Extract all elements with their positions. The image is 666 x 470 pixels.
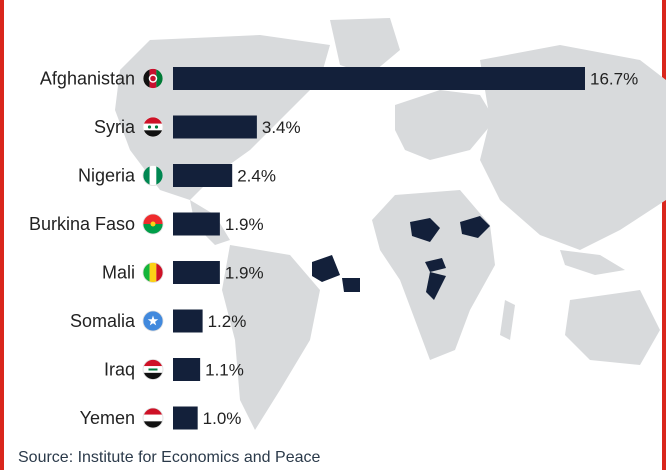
value-label: 16.7% bbox=[590, 70, 638, 89]
value-label: 1.9% bbox=[225, 215, 264, 234]
value-label: 1.2% bbox=[208, 312, 247, 331]
country-label: Mali bbox=[102, 263, 135, 283]
afghanistan-flag-icon bbox=[142, 68, 164, 89]
bar bbox=[173, 212, 220, 236]
bar bbox=[173, 406, 198, 430]
country-label: Somalia bbox=[70, 311, 136, 331]
nigeria-flag-icon bbox=[142, 165, 164, 186]
right-red-border bbox=[662, 0, 666, 470]
value-label: 1.0% bbox=[203, 409, 242, 428]
value-label: 3.4% bbox=[262, 118, 301, 137]
left-red-border bbox=[0, 0, 4, 470]
source-note: Source: Institute for Economics and Peac… bbox=[18, 449, 321, 466]
value-label: 1.9% bbox=[225, 264, 264, 283]
iraq-flag-icon bbox=[142, 359, 164, 380]
country-label: Nigeria bbox=[78, 166, 136, 186]
bar bbox=[173, 115, 257, 139]
country-label: Yemen bbox=[80, 408, 135, 428]
burkina-faso-flag-icon bbox=[142, 213, 164, 235]
bar bbox=[173, 358, 201, 381]
bar bbox=[173, 164, 233, 187]
country-label: Iraq bbox=[104, 360, 135, 380]
country-label: Afghanistan bbox=[40, 69, 135, 89]
country-label: Syria bbox=[94, 117, 136, 137]
bar bbox=[173, 261, 220, 284]
bar bbox=[173, 309, 203, 333]
value-label: 1.1% bbox=[205, 361, 244, 380]
bar bbox=[173, 67, 585, 90]
bar-chart: Afghanistan 16.7% Syria 3.4% Nigeria 2.4% Burk… bbox=[29, 67, 638, 430]
yemen-flag-icon bbox=[142, 407, 164, 429]
syria-flag-icon bbox=[142, 116, 164, 138]
somalia-flag-icon bbox=[142, 310, 164, 332]
mali-flag-icon bbox=[142, 262, 164, 283]
country-label: Burkina Faso bbox=[29, 214, 135, 234]
value-label: 2.4% bbox=[237, 167, 276, 186]
